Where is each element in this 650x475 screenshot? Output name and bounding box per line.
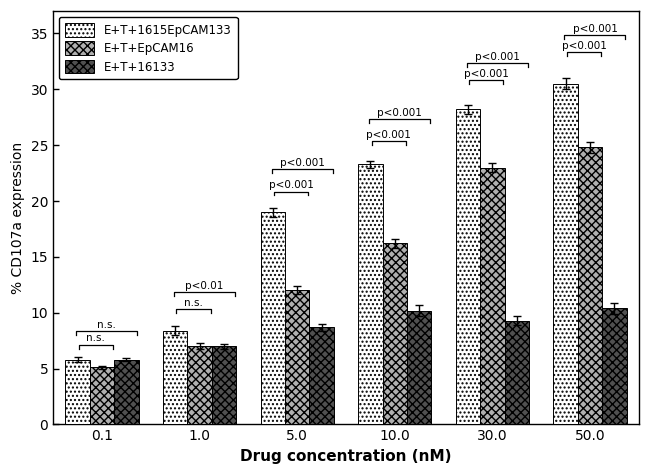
Bar	[383, 244, 407, 425]
Text: p<0.001: p<0.001	[464, 69, 509, 79]
Bar	[285, 290, 309, 425]
Text: p<0.001: p<0.001	[377, 108, 422, 118]
Text: p<0.001: p<0.001	[573, 24, 618, 34]
Legend: E+T+1615EpCAM133, E+T+EpCAM16, E+T+16133: E+T+1615EpCAM133, E+T+EpCAM16, E+T+16133	[59, 17, 237, 79]
Bar	[578, 147, 603, 425]
X-axis label: Drug concentration (nM): Drug concentration (nM)	[240, 449, 452, 464]
Bar	[261, 212, 285, 425]
Text: p<0.001: p<0.001	[562, 41, 606, 51]
Text: n.s.: n.s.	[98, 320, 116, 330]
Text: p<0.01: p<0.01	[185, 281, 224, 291]
Bar	[66, 360, 90, 425]
Bar	[456, 109, 480, 425]
Bar	[212, 346, 236, 425]
Bar	[358, 164, 383, 425]
Text: p<0.001: p<0.001	[268, 180, 313, 190]
Text: p<0.001: p<0.001	[367, 130, 411, 140]
Bar	[187, 346, 212, 425]
Text: p<0.001: p<0.001	[280, 158, 324, 168]
Bar	[114, 360, 138, 425]
Text: n.s.: n.s.	[184, 298, 203, 308]
Bar	[504, 321, 529, 425]
Bar	[603, 308, 627, 425]
Bar	[480, 168, 504, 425]
Text: n.s.: n.s.	[86, 333, 105, 343]
Bar	[90, 368, 114, 425]
Text: p<0.001: p<0.001	[475, 52, 520, 62]
Bar	[309, 327, 334, 425]
Bar	[163, 331, 187, 425]
Bar	[553, 84, 578, 425]
Y-axis label: % CD107a expression: % CD107a expression	[11, 142, 25, 294]
Bar	[407, 311, 432, 425]
